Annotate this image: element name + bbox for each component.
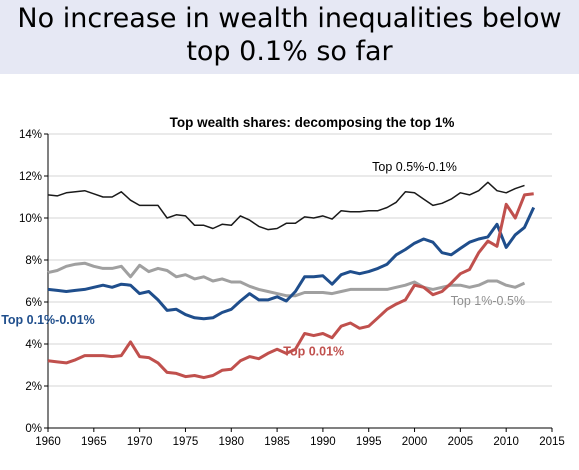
x-tick-label: 1970 bbox=[127, 436, 153, 448]
x-tick-label: 1965 bbox=[81, 436, 107, 448]
series-label-top-0-1-0-01: Top 0.1%-0.01% bbox=[1, 313, 95, 327]
series-label-top-1-0-5: Top 1%-0.5% bbox=[451, 294, 525, 308]
y-tick-label: 6% bbox=[25, 297, 42, 309]
y-tick-label: 14% bbox=[19, 129, 42, 141]
slide-title-line-2: top 0.1% so far bbox=[186, 36, 393, 67]
line-chart: Top wealth shares: decomposing the top 1… bbox=[1, 115, 565, 448]
x-tick-label: 2015 bbox=[539, 436, 565, 448]
series-labels: Top 0.5%-0.1% Top 1%-0.5% Top 0.1%-0.01% To… bbox=[1, 160, 525, 359]
series-label-top-0-01: Top 0.01% bbox=[283, 345, 344, 359]
x-tick-label: 2010 bbox=[493, 436, 519, 448]
x-tick-label: 1995 bbox=[356, 436, 382, 448]
x-tick-label: 1960 bbox=[35, 436, 61, 448]
x-tick-label: 1975 bbox=[173, 436, 199, 448]
slide-title-line-1: No increase in wealth inequalities below bbox=[17, 3, 562, 34]
series-label-top-0-5-0-1: Top 0.5%-0.1% bbox=[372, 160, 457, 174]
y-tick-label: 8% bbox=[25, 255, 42, 267]
x-tick-label: 1985 bbox=[264, 436, 290, 448]
slide-header: No increase in wealth inequalities below… bbox=[0, 0, 579, 74]
chart-title: Top wealth shares: decomposing the top 1… bbox=[170, 115, 455, 130]
axes: 0% 2% 4% 6% 8% 10% 12% 14% 1960 1965 1970 1975 1980 1… bbox=[19, 129, 565, 448]
x-tick-label: 2005 bbox=[448, 436, 474, 448]
x-tick-label: 2000 bbox=[402, 436, 428, 448]
y-tick-label: 10% bbox=[19, 213, 42, 225]
series-line-top-0-5-0-1 bbox=[47, 181, 525, 231]
x-tick-label: 1980 bbox=[218, 436, 244, 448]
series-line-top-1-0-5 bbox=[47, 261, 526, 298]
chart-container: Top wealth shares: decomposing the top 1… bbox=[0, 74, 579, 465]
series-lines bbox=[47, 181, 536, 380]
series-line-top-0-01 bbox=[47, 192, 534, 380]
y-tick-label: 4% bbox=[25, 339, 42, 351]
series-line-top-0-1-0-01 bbox=[47, 206, 536, 321]
y-tick-label: 0% bbox=[25, 423, 42, 435]
y-tick-label: 2% bbox=[25, 381, 42, 393]
slide-title: No increase in wealth inequalities below… bbox=[0, 2, 579, 68]
x-tick-label: 1990 bbox=[310, 436, 336, 448]
y-tick-label: 12% bbox=[19, 171, 42, 183]
